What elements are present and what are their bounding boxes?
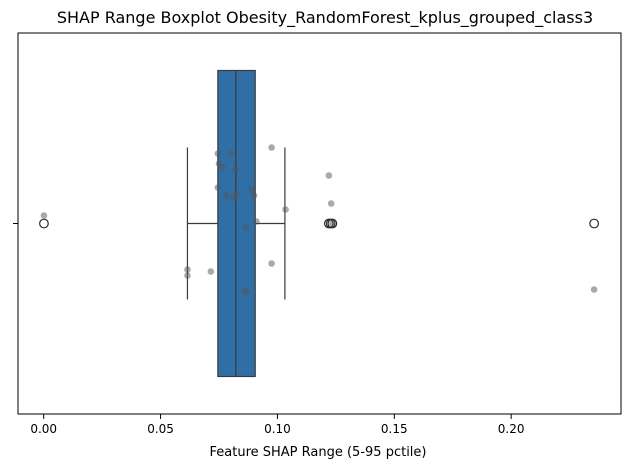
strip-point-21 — [282, 206, 289, 213]
x-tick-label-3: 0.15 — [381, 422, 408, 436]
strip-point-15 — [242, 224, 250, 231]
outlier-marker-4 — [589, 218, 600, 229]
strip-point-14 — [243, 288, 251, 295]
strip-point-18 — [253, 218, 260, 225]
x-tick-label-4: 0.20 — [498, 422, 525, 436]
strip-point-9 — [227, 150, 234, 157]
strip-point-6 — [214, 184, 222, 191]
chart-marks — [39, 69, 600, 378]
strip-point-16 — [248, 186, 256, 193]
strip-point-12 — [233, 190, 240, 197]
chart-axes: 0.00 0.05 0.10 0.15 0.20 — [13, 223, 525, 436]
strip-point-0 — [40, 212, 48, 219]
strip-point-8 — [222, 192, 230, 199]
strip-point-22 — [325, 172, 333, 179]
outlier-marker-3 — [327, 218, 338, 229]
strip-point-17 — [250, 192, 258, 199]
strip-point-20 — [268, 260, 275, 267]
x-tick-label-1: 0.05 — [147, 422, 174, 436]
strip-point-1 — [184, 266, 191, 273]
box-iqr — [217, 69, 256, 378]
strip-point-25 — [590, 286, 598, 293]
x-axis-label: Feature SHAP Range (5-95 pctile) — [210, 445, 427, 460]
x-tick-label-2: 0.10 — [264, 422, 291, 436]
strip-point-2 — [184, 272, 191, 279]
strip-point-11 — [232, 166, 239, 173]
strip-point-24 — [329, 220, 336, 227]
x-tick-label-0: 0.00 — [30, 422, 57, 436]
chart-title: SHAP Range Boxplot Obesity_RandomForest_… — [57, 8, 593, 28]
strip-point-4 — [214, 150, 222, 157]
strip-point-7 — [219, 164, 226, 171]
strip-point-19 — [268, 144, 275, 151]
strip-point-3 — [207, 268, 215, 275]
strip-point-23 — [327, 200, 335, 207]
outlier-marker-0 — [39, 218, 49, 229]
plot-frame — [17, 32, 622, 415]
